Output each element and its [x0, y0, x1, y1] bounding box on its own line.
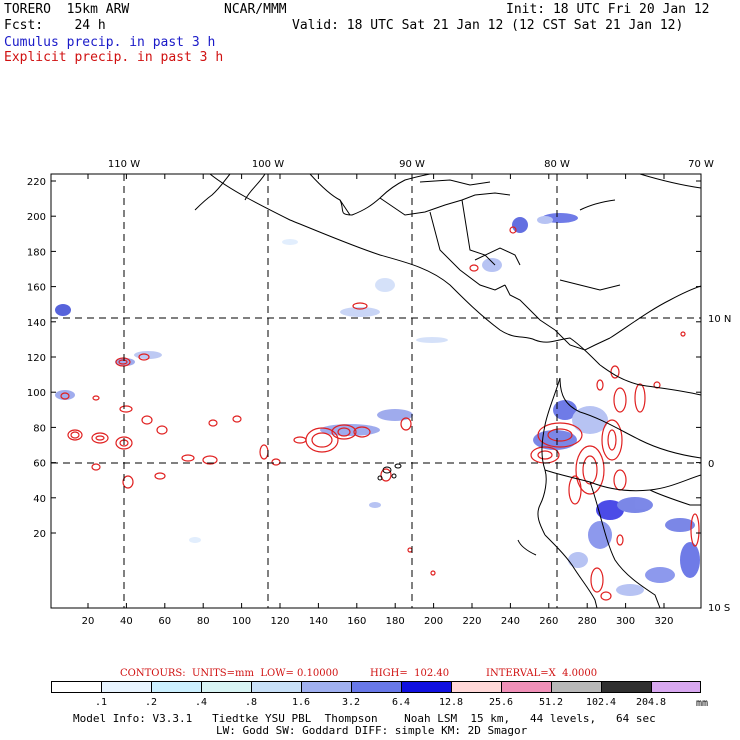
colorbar-segment — [501, 681, 551, 693]
contour-info: CONTOURS: UNITS=mm LOW= 0.10000 — [120, 668, 339, 679]
contour-interval: INTERVAL=X 4.0000 — [486, 668, 598, 679]
y-tick-label: 40 — [33, 494, 46, 505]
x-tick-label: 320 — [654, 616, 673, 627]
x-tick-label: 220 — [462, 616, 481, 627]
colorbar-label: .4 — [194, 697, 208, 708]
y-tick-label: 200 — [27, 212, 46, 223]
x-tick-label: 140 — [309, 616, 328, 627]
colorbar-label: 102.4 — [585, 697, 617, 708]
galapagos-islands — [377, 463, 402, 481]
colorbar-segment — [451, 681, 501, 693]
colorbar-label: 25.6 — [488, 697, 514, 708]
explicit-legend: Explicit precip. in past 3 h — [4, 50, 224, 65]
y-tick-label: 80 — [33, 423, 46, 434]
init-time: Init: 18 UTC Fri 20 Jan 12 — [506, 2, 710, 17]
lat-label: 10 N — [708, 314, 731, 325]
x-tick-label: 180 — [386, 616, 405, 627]
explicit-precip-contours — [60, 226, 700, 601]
lat-label: 0 — [708, 459, 714, 470]
forecast-hour: Fcst: 24 h — [4, 18, 106, 33]
colorbar-segment — [101, 681, 151, 693]
y-tick-label: 220 — [27, 177, 46, 188]
colorbar-segment — [601, 681, 651, 693]
cumulus-precip-areas — [55, 213, 700, 596]
x-axis-ticks — [87, 174, 665, 608]
y-tick-label: 100 — [27, 388, 46, 399]
colorbar-segment — [251, 681, 301, 693]
colorbar-segment — [301, 681, 351, 693]
x-tick-label: 20 — [82, 616, 95, 627]
colorbar-segment — [351, 681, 401, 693]
lon-label: 80 W — [544, 159, 570, 170]
colorbar-segment — [551, 681, 601, 693]
colorbar-unit: mm — [696, 698, 709, 709]
model-title: TORERO 15km ARW — [4, 2, 130, 17]
y-tick-label: 140 — [27, 318, 46, 329]
x-tick-label: 260 — [539, 616, 558, 627]
colorbar-segment — [201, 681, 251, 693]
y-tick-label: 180 — [27, 247, 46, 258]
colorbar-label: 12.8 — [438, 697, 464, 708]
colorbar-label: 204.8 — [635, 697, 667, 708]
lon-label: 70 W — [688, 159, 714, 170]
colorbar-segment — [401, 681, 451, 693]
lat-lon-grid — [51, 174, 701, 608]
x-tick-label: 80 — [197, 616, 210, 627]
x-tick-label: 120 — [270, 616, 289, 627]
colorbar-segment — [51, 681, 101, 693]
y-tick-label: 20 — [33, 529, 46, 540]
x-tick-label: 280 — [578, 616, 597, 627]
valid-time: Valid: 18 UTC Sat 21 Jan 12 (12 CST Sat … — [292, 18, 684, 33]
coastlines — [194, 174, 701, 608]
model-info: Model Info: V3.3.1 Tiedtke YSU PBL Thomp… — [73, 712, 656, 725]
colorbar-label: 51.2 — [538, 697, 564, 708]
colorbar-segment — [651, 681, 701, 693]
y-tick-label: 160 — [27, 283, 46, 294]
x-tick-label: 60 — [158, 616, 171, 627]
lon-label: 90 W — [399, 159, 425, 170]
cumulus-legend: Cumulus precip. in past 3 h — [4, 35, 216, 50]
colorbar-label: .8 — [244, 697, 258, 708]
x-tick-label: 300 — [616, 616, 635, 627]
colorbar-label: 3.2 — [341, 697, 361, 708]
y-tick-label: 120 — [27, 353, 46, 364]
lon-label: 110 W — [108, 159, 140, 170]
colorbar-label: .2 — [144, 697, 158, 708]
map-frame — [50, 173, 702, 609]
colorbar-label: .1 — [94, 697, 108, 708]
x-tick-label: 160 — [347, 616, 366, 627]
x-tick-label: 200 — [424, 616, 443, 627]
lat-label: 10 S — [708, 603, 730, 614]
colorbar-label: 6.4 — [391, 697, 411, 708]
y-axis-ticks — [51, 180, 701, 534]
x-tick-label: 100 — [232, 616, 251, 627]
lon-label: 100 W — [252, 159, 284, 170]
y-tick-label: 60 — [33, 459, 46, 470]
x-tick-label: 40 — [120, 616, 133, 627]
colorbar-segment — [151, 681, 201, 693]
org-label: NCAR/MMM — [224, 2, 287, 17]
contour-high: HIGH= 102.40 — [370, 668, 450, 679]
physics-info: LW: Godd SW: Goddard DIFF: simple KM: 2D… — [216, 724, 528, 737]
x-tick-label: 240 — [501, 616, 520, 627]
colorbar-label: 1.6 — [291, 697, 311, 708]
